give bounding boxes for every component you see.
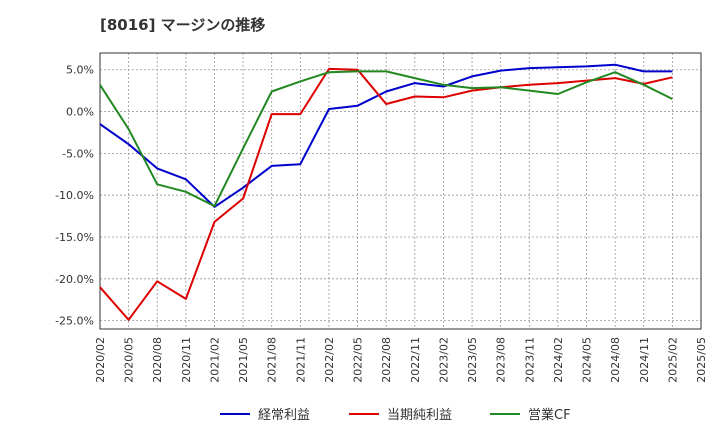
x-tick-label: 2024/02 <box>552 337 565 383</box>
x-tick-label: 2023/02 <box>437 337 450 383</box>
x-tick-label: 2020/08 <box>151 337 164 383</box>
x-tick-label: 2020/11 <box>180 337 193 383</box>
x-tick-label: 2024/11 <box>638 337 651 383</box>
legend: 経常利益 当期純利益 営業CF <box>220 407 571 423</box>
legend-label-3: 営業CF <box>528 407 571 423</box>
x-tick-label: 2021/08 <box>266 337 279 383</box>
x-tick-label: 2021/11 <box>294 337 307 383</box>
x-axis-tick-labels: 2020/02 2020/05 2020/08 2020/11 2021/02 2021/… <box>94 337 708 383</box>
x-tick-label: 2025/05 <box>695 337 708 383</box>
legend-label-2: 当期純利益 <box>387 408 452 423</box>
x-tick-label: 2021/02 <box>208 337 221 383</box>
x-tick-label: 2022/08 <box>380 337 393 383</box>
x-tick-label: 2023/11 <box>523 337 536 383</box>
y-tick-label: -25.0% <box>55 315 94 328</box>
x-tick-label: 2020/05 <box>123 337 136 383</box>
y-tick-label: 0.0% <box>66 106 94 119</box>
x-tick-label: 2022/05 <box>352 337 365 383</box>
grid-lines <box>100 53 701 329</box>
x-tick-label: 2021/05 <box>237 337 250 383</box>
series-line-1 <box>99 63 673 208</box>
y-tick-label: -15.0% <box>55 231 94 244</box>
x-tick-label: 2024/05 <box>581 337 594 383</box>
x-tick-label: 2022/02 <box>323 337 336 383</box>
y-tick-label: -10.0% <box>55 189 94 202</box>
legend-label-1: 経常利益 <box>258 408 310 423</box>
x-tick-label: 2022/11 <box>409 337 422 383</box>
y-tick-label: -5.0% <box>62 147 94 160</box>
series-line-3 <box>99 70 673 208</box>
y-axis-tick-labels: 5.0% 0.0% -5.0% -10.0% -15.0% -20.0% -25.0% <box>55 64 94 328</box>
series-lines <box>99 63 673 321</box>
y-tick-label: 5.0% <box>66 64 94 77</box>
x-tick-label: 2023/08 <box>495 337 508 383</box>
x-tick-label: 2020/02 <box>94 337 107 383</box>
plot-frame <box>99 52 702 330</box>
y-tick-label: -20.0% <box>55 273 94 286</box>
x-tick-label: 2025/02 <box>666 337 679 383</box>
x-tick-label: 2024/08 <box>609 337 622 383</box>
chart-title: [8016] マージンの推移 <box>100 16 266 34</box>
x-tick-label: 2023/05 <box>466 337 479 383</box>
series-line-2 <box>99 67 673 321</box>
